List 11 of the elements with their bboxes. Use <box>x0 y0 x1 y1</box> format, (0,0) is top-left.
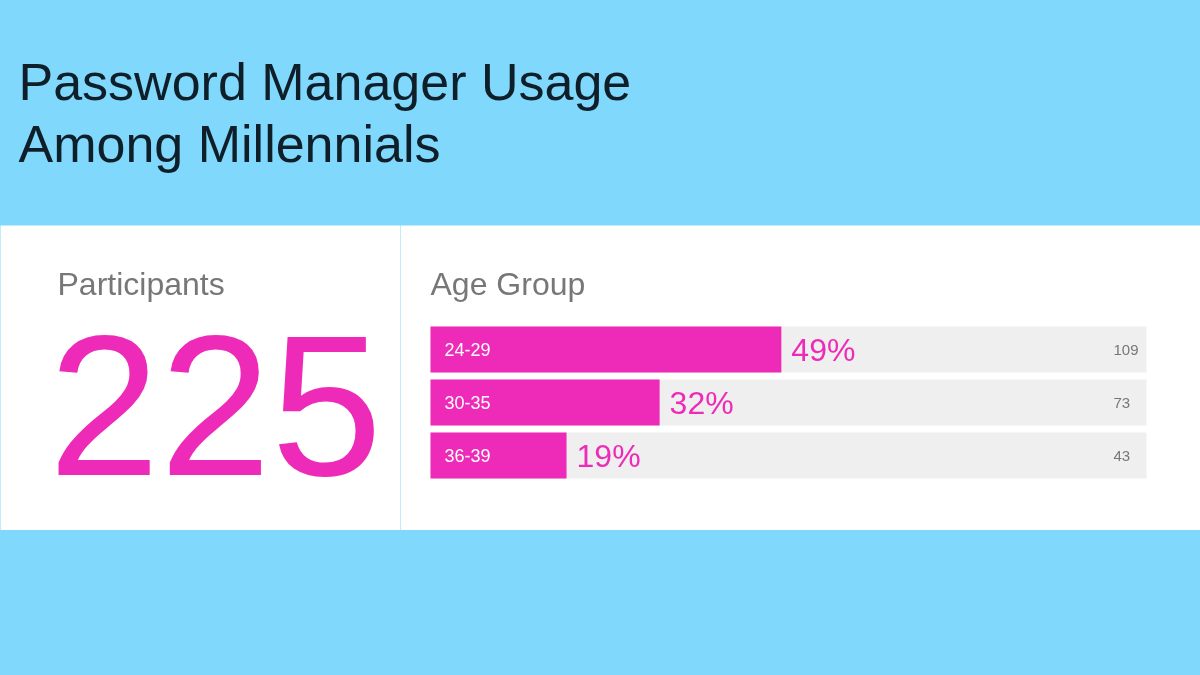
data-label: 32% <box>669 384 734 421</box>
chart-title: Password Manager Usage Among Millennials <box>18 52 632 174</box>
text: 109 <box>1113 340 1139 358</box>
y-axis-title: Age Group <box>430 265 586 302</box>
data-label: 19% <box>576 437 641 474</box>
data-label: 49% <box>791 331 856 368</box>
text: 43 <box>1113 446 1131 464</box>
text: 73 <box>1113 393 1131 411</box>
y-tick-label: 24-29 <box>444 340 491 360</box>
y-tick-label: 30-35 <box>444 393 491 413</box>
y-tick-label: 36-39 <box>444 446 491 466</box>
